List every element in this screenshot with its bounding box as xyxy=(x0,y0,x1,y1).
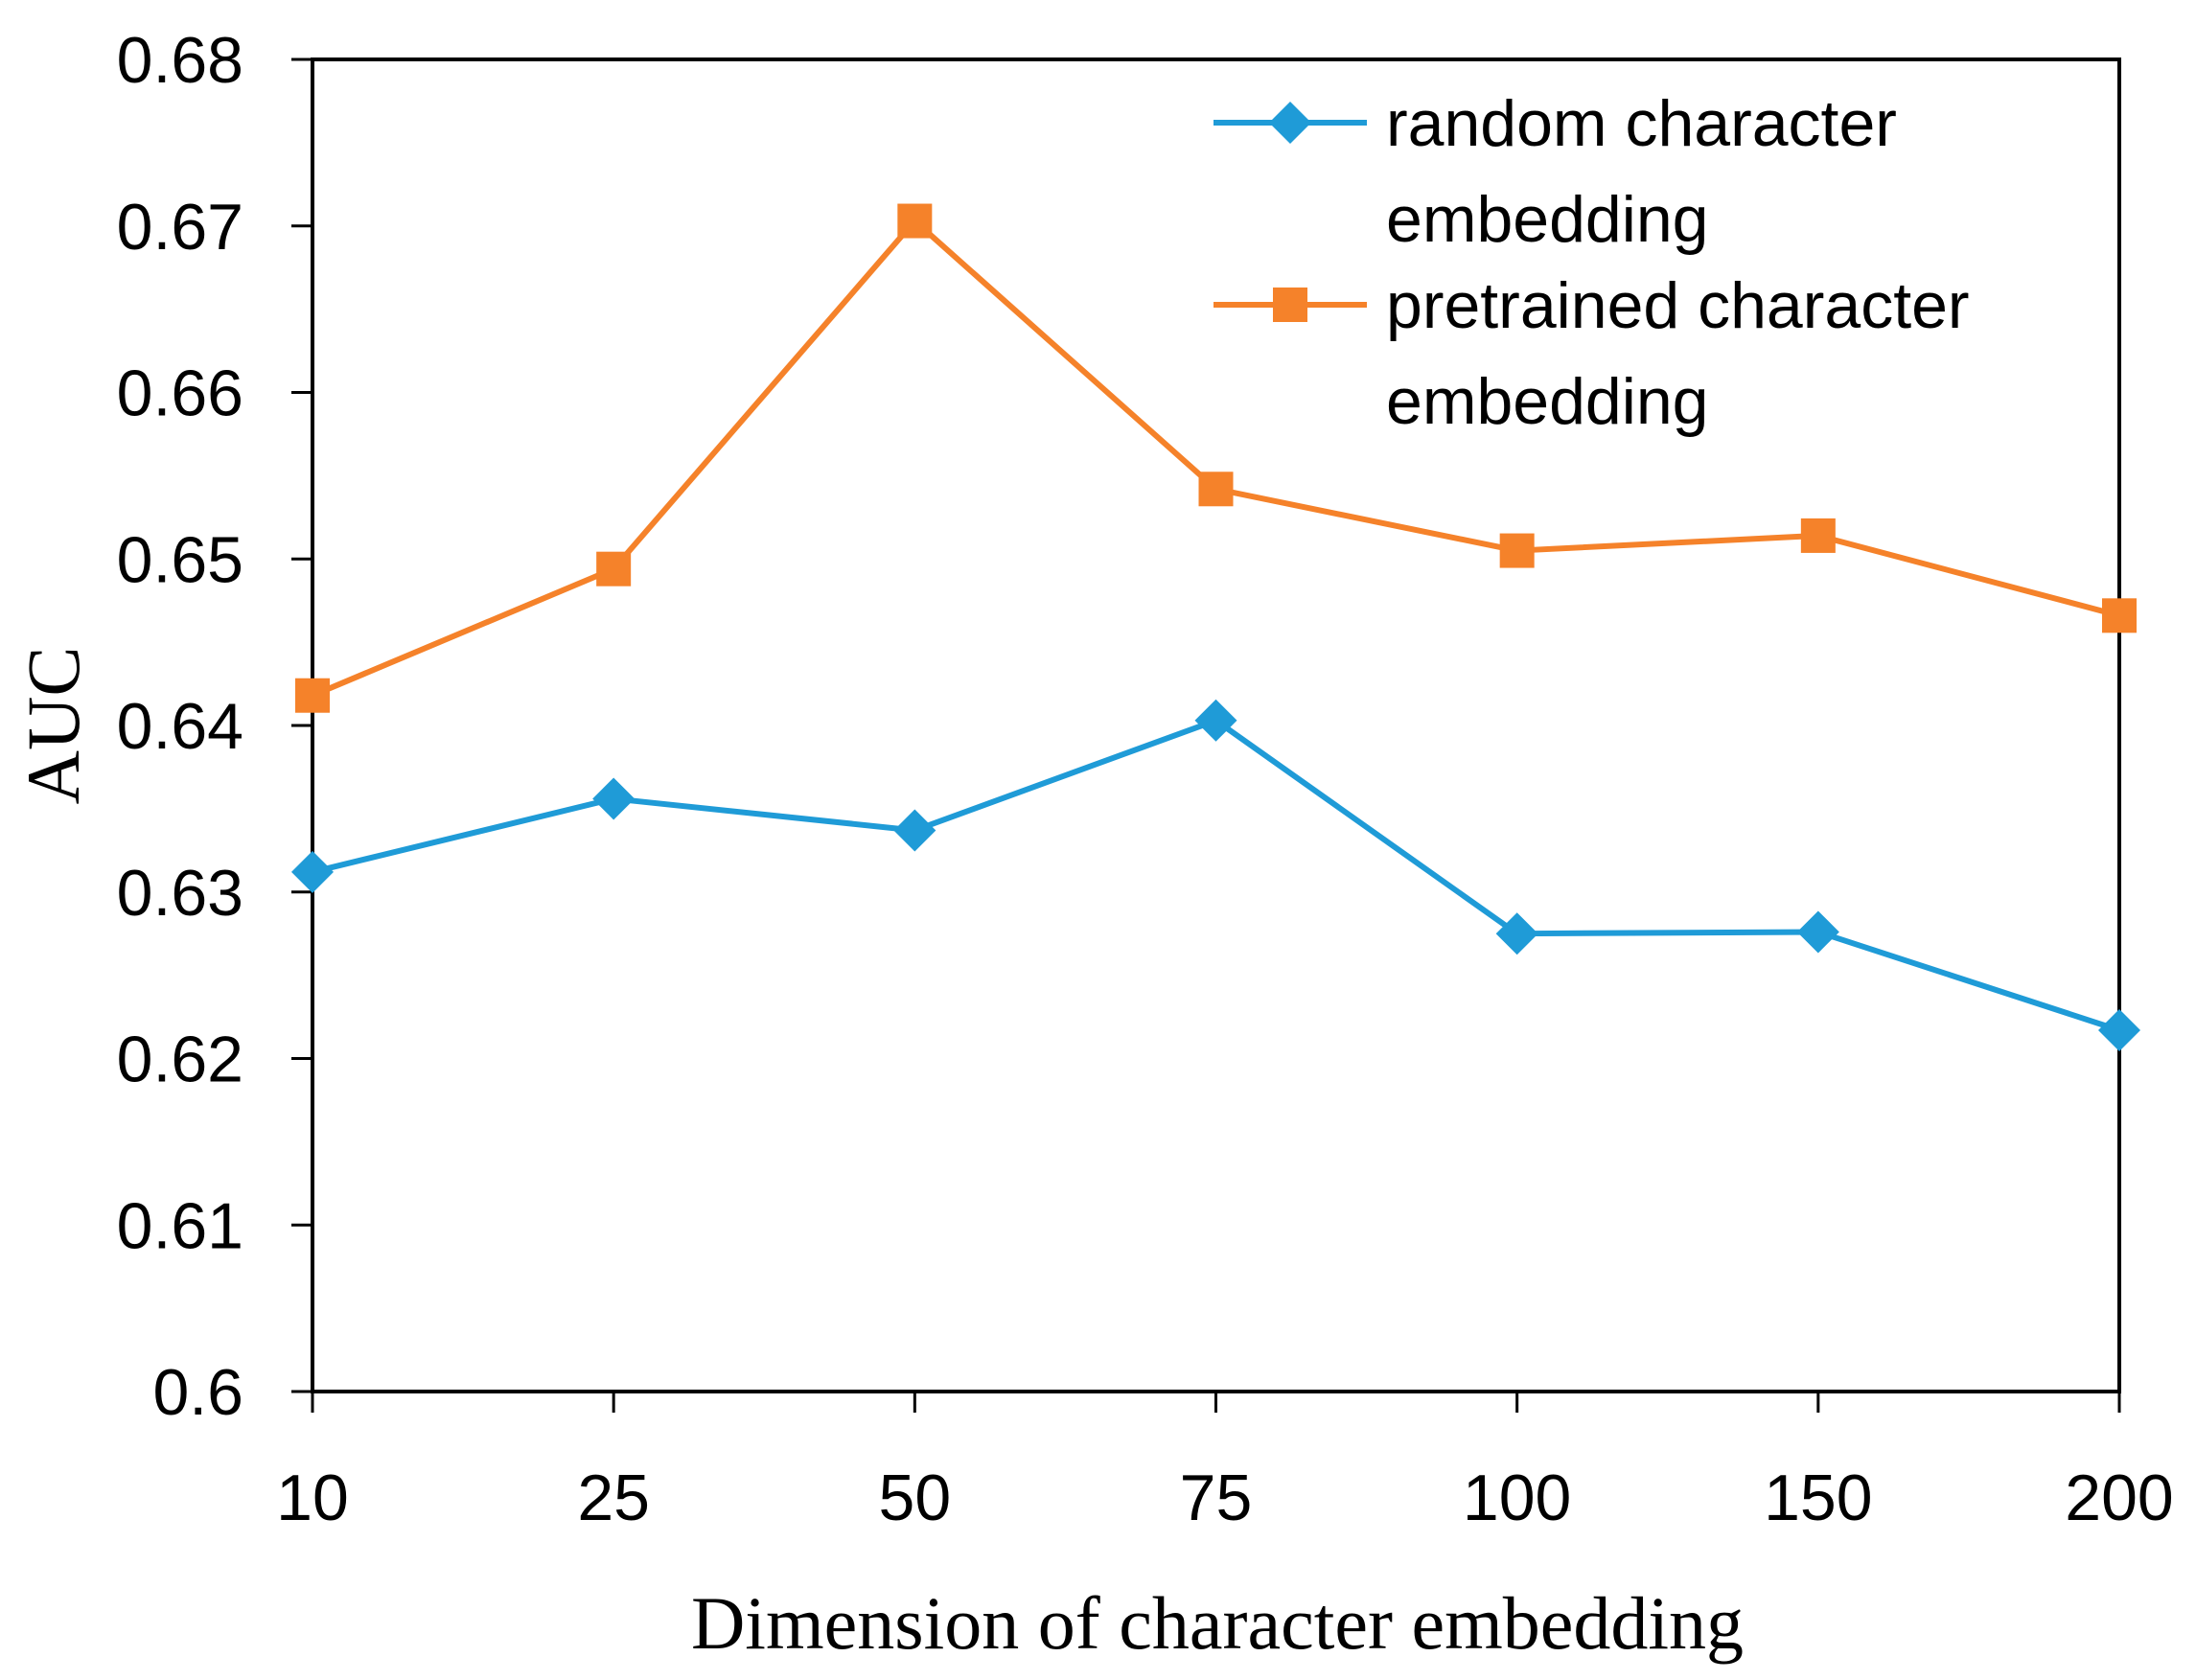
data-point xyxy=(1495,912,1538,955)
y-tick-label: 0.66 xyxy=(117,357,243,430)
series-line xyxy=(312,717,2120,1033)
data-point xyxy=(1194,699,1237,742)
legend-label: pretrained character xyxy=(1386,269,1970,342)
data-point xyxy=(295,678,330,713)
legend-label: random character xyxy=(1386,87,1897,160)
data-point xyxy=(1796,910,1839,954)
data-point xyxy=(291,850,334,893)
x-axis: 10 25 50 75 100 150 200 xyxy=(276,1392,2174,1534)
x-tick-label: 200 xyxy=(2065,1461,2173,1534)
series-2 xyxy=(295,203,2137,713)
data-point xyxy=(2102,598,2137,633)
y-tick-label: 0.63 xyxy=(117,857,243,930)
data-point xyxy=(596,551,632,587)
x-tick-label: 25 xyxy=(577,1461,650,1534)
y-tick-label: 0.62 xyxy=(117,1024,243,1096)
data-point xyxy=(897,203,933,239)
data-point xyxy=(2098,1008,2140,1051)
x-tick-label: 150 xyxy=(1764,1461,1872,1534)
y-axis-title: AUC xyxy=(12,647,95,805)
x-tick-label: 10 xyxy=(276,1461,349,1534)
x-tick-label: 100 xyxy=(1463,1461,1571,1534)
x-tick-label: 75 xyxy=(1180,1461,1253,1534)
y-tick-label: 0.6 xyxy=(152,1356,243,1429)
series-layer xyxy=(291,203,2140,1051)
y-tick-label: 0.64 xyxy=(117,690,243,763)
legend-marker xyxy=(1269,102,1311,144)
series-1 xyxy=(291,699,2140,1051)
data-point xyxy=(893,809,936,852)
y-tick-label: 0.65 xyxy=(117,523,243,596)
data-point xyxy=(1198,472,1234,507)
legend-item-2: pretrained character embedding xyxy=(1214,269,1970,438)
data-point xyxy=(1499,533,1535,568)
legend-item-1: random character embedding xyxy=(1214,87,1897,256)
y-axis: 0.6 0.61 0.62 0.63 0.64 0.65 0.66 0.67 0.68 xyxy=(117,24,312,1429)
y-tick-label: 0.67 xyxy=(117,191,243,264)
x-axis-title: Dimension of character embedding xyxy=(691,1581,1744,1665)
data-point xyxy=(1800,518,1836,553)
legend-marker xyxy=(1273,288,1307,322)
x-tick-label: 50 xyxy=(879,1461,952,1534)
y-tick-label: 0.61 xyxy=(117,1189,243,1262)
y-tick-label: 0.68 xyxy=(117,24,243,97)
legend-label: embedding xyxy=(1386,365,1708,438)
data-point xyxy=(592,777,636,820)
legend-label: embedding xyxy=(1386,183,1708,256)
